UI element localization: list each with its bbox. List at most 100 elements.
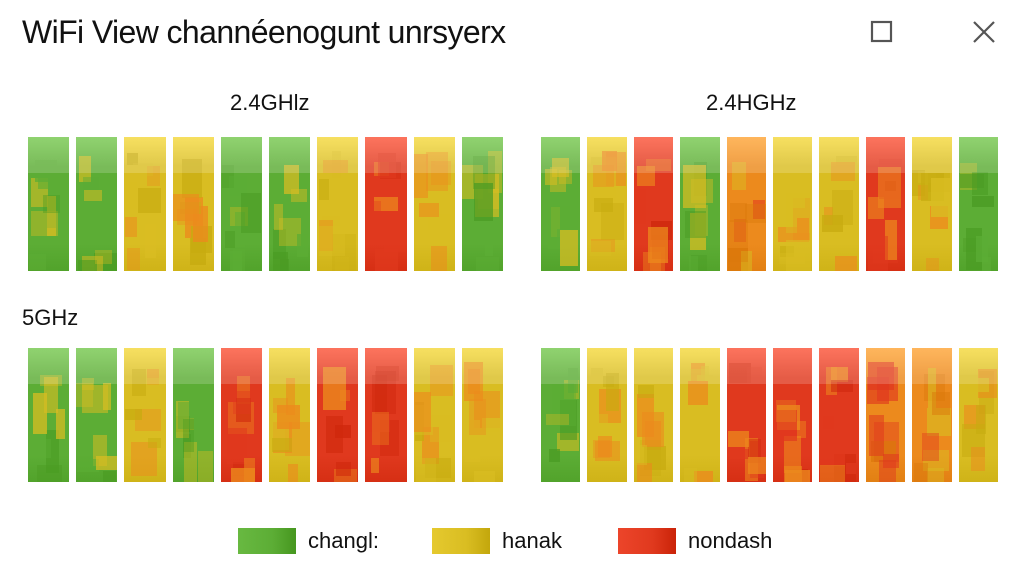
- channel-noise: [637, 166, 656, 187]
- channel-top-band: [172, 137, 214, 173]
- channel-noise: [590, 238, 615, 253]
- channel-noise: [730, 448, 749, 459]
- channel-noise: [729, 362, 752, 383]
- channel-noise: [182, 434, 192, 459]
- channel-bar: [680, 137, 720, 271]
- channel-noise: [732, 162, 747, 190]
- channel-noise: [322, 159, 349, 174]
- channel-top-band: [958, 137, 998, 173]
- channel-noise: [286, 377, 296, 416]
- channel-bar: [317, 348, 359, 482]
- channel-bar: [726, 348, 766, 482]
- channel-top-band: [819, 137, 859, 173]
- channel-noise: [138, 188, 161, 214]
- channel-top-band: [269, 137, 311, 173]
- channel-noise: [694, 204, 708, 236]
- channel-noise: [727, 430, 749, 447]
- channel-noise: [484, 227, 494, 257]
- channel-noise: [796, 420, 806, 439]
- channel-noise: [784, 436, 802, 473]
- channel-noise: [279, 218, 302, 247]
- channel-bar: [124, 137, 166, 271]
- channel-noise: [284, 164, 299, 194]
- channel-noise: [463, 362, 484, 401]
- channel-top-band: [461, 348, 503, 384]
- maximize-button[interactable]: [864, 14, 900, 50]
- channel-top-band: [958, 348, 998, 384]
- channel-noise: [962, 237, 980, 253]
- channel-noise: [965, 377, 990, 393]
- channel-top-band: [413, 348, 455, 384]
- channel-bar: [726, 137, 766, 271]
- channel-noise: [971, 172, 989, 195]
- channel-top-band: [220, 348, 262, 384]
- channel-noise: [884, 220, 898, 261]
- channel-noise: [173, 193, 200, 222]
- channel-noise: [913, 462, 928, 482]
- channel-noise: [429, 365, 454, 397]
- channel-noise: [236, 376, 251, 405]
- channel-noise: [819, 450, 846, 466]
- channel-noise: [46, 429, 60, 474]
- channel-noise: [431, 246, 447, 271]
- channel-noise: [227, 427, 247, 465]
- channel-noise: [126, 247, 140, 271]
- channel-noise: [689, 255, 698, 271]
- channel-top-band: [912, 348, 952, 384]
- channel-top-band: [865, 348, 906, 384]
- channel-noise: [474, 183, 494, 222]
- channel-noise: [775, 399, 796, 423]
- channel-bar: [365, 348, 407, 482]
- channel-bar: [633, 348, 674, 482]
- channel-bar: [124, 348, 166, 482]
- channel-noise: [335, 462, 352, 477]
- channel-noise: [184, 441, 198, 482]
- maximize-icon: [870, 20, 893, 43]
- channel-panel-5ghz-left: [28, 348, 503, 482]
- channel-top-band: [587, 348, 627, 384]
- channel-noise: [647, 227, 669, 264]
- channel-noise: [383, 238, 406, 252]
- channel-top-band: [28, 348, 70, 384]
- channel-noise: [425, 160, 436, 187]
- channel-noise: [233, 391, 251, 414]
- window-title: WiFi View channéenogunt unrsyerx: [22, 14, 506, 50]
- channel-noise: [879, 459, 897, 482]
- channel-noise: [319, 225, 346, 257]
- channel-noise: [464, 420, 480, 463]
- channel-bar: [773, 137, 813, 271]
- legend-swatch-red: [618, 528, 676, 554]
- channel-top-band: [461, 137, 503, 173]
- channel-noise: [147, 368, 160, 385]
- channel-noise: [229, 250, 243, 271]
- channel-noise: [228, 176, 247, 196]
- channel-bar: [912, 137, 952, 271]
- channel-noise: [683, 164, 706, 208]
- channel-noise: [271, 438, 292, 452]
- channel-top-band: [773, 348, 813, 384]
- channel-noise: [830, 366, 849, 383]
- legend-item-2: nondash: [618, 526, 772, 556]
- channel-noise: [633, 445, 648, 465]
- legend-swatch-green: [238, 528, 296, 554]
- channel-noise: [419, 203, 439, 218]
- channel-noise: [371, 412, 389, 445]
- channel-noise: [429, 415, 453, 442]
- legend-label: nondash: [688, 528, 773, 553]
- channel-noise: [836, 156, 857, 167]
- channel-noise: [235, 398, 251, 422]
- channel-noise: [30, 438, 51, 458]
- channel-noise: [280, 258, 290, 271]
- close-button[interactable]: [966, 14, 1002, 50]
- channel-top-band: [680, 348, 720, 384]
- channel-bar: [220, 348, 262, 482]
- channel-noise: [830, 162, 856, 181]
- channel-noise: [641, 412, 665, 448]
- channel-bar: [865, 348, 906, 482]
- channel-top-band: [912, 137, 952, 173]
- channel-bar: [680, 348, 720, 482]
- channel-top-band: [413, 137, 455, 173]
- channel-noise: [474, 471, 496, 482]
- channel-bar: [912, 348, 952, 482]
- channel-bar: [28, 137, 70, 271]
